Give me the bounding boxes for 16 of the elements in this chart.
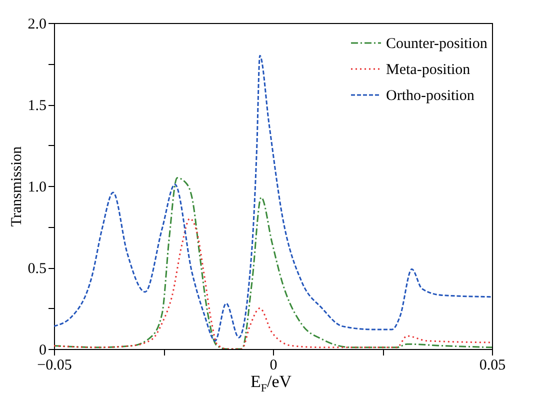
x-tick-label: 0.05 xyxy=(479,358,506,374)
y-axis-title: Transmission xyxy=(8,146,25,227)
y-tick-label: 0 xyxy=(39,342,46,358)
x-tick-label: 0 xyxy=(270,358,278,374)
y-tick-label: 0.5 xyxy=(28,261,46,277)
y-tick-label: 1.5 xyxy=(28,98,46,114)
line-series xyxy=(54,218,492,349)
x-axis-title: E$_{F}$/eV xyxy=(249,372,293,394)
y-tick-label: 1.0 xyxy=(28,180,46,196)
line-series xyxy=(54,54,492,342)
legend-label: Counter-position xyxy=(386,36,488,52)
x-tick-label: −0.05 xyxy=(37,358,72,374)
line-series xyxy=(54,177,492,349)
legend-label: Ortho-position xyxy=(386,88,475,104)
y-tick-label: 2.0 xyxy=(28,16,46,32)
legend-label: Meta-position xyxy=(386,62,471,78)
